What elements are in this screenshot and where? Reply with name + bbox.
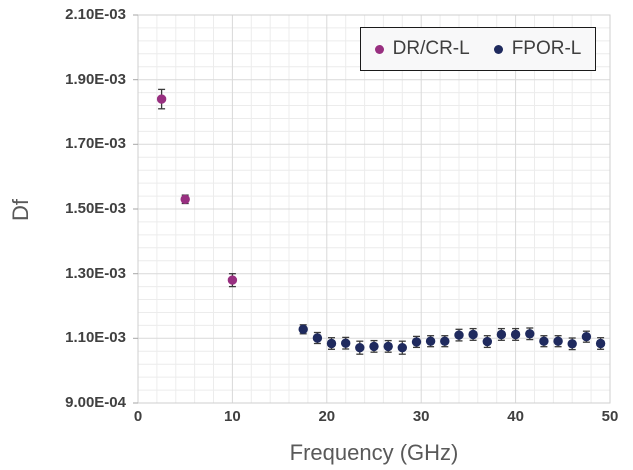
x-tick-label: 20 bbox=[318, 408, 336, 425]
legend-label-drcr-l: DR/CR-L bbox=[392, 38, 470, 59]
data-point bbox=[454, 330, 464, 340]
legend: DR/CR-L FPOR-L bbox=[360, 27, 596, 71]
y-tick-label: 1.50E-03 bbox=[65, 200, 126, 217]
data-point bbox=[383, 341, 393, 352]
x-tick-label: 50 bbox=[601, 408, 619, 425]
data-point bbox=[425, 336, 436, 346]
data-point bbox=[510, 329, 521, 340]
data-point bbox=[369, 341, 379, 352]
legend-swatch-drcr-l bbox=[374, 44, 384, 54]
legend-item-fpor-l: FPOR-L bbox=[493, 38, 582, 60]
y-tick-label: 9.00E-04 bbox=[65, 394, 126, 411]
legend-swatch-fpor-l bbox=[493, 44, 503, 54]
data-point bbox=[227, 275, 238, 285]
legend-label-fpor-l: FPOR-L bbox=[511, 38, 582, 59]
data-point bbox=[341, 338, 351, 348]
data-point bbox=[482, 336, 492, 347]
data-point bbox=[553, 336, 563, 346]
data-point bbox=[581, 332, 592, 342]
y-tick-label: 1.30E-03 bbox=[65, 264, 126, 282]
y-tick-label: 2.10E-03 bbox=[65, 6, 126, 23]
data-point bbox=[326, 338, 337, 349]
data-point bbox=[567, 339, 577, 349]
data-point bbox=[525, 329, 535, 339]
x-tick-label: 30 bbox=[412, 408, 430, 425]
x-tick-label: 40 bbox=[507, 408, 524, 425]
data-point bbox=[298, 324, 308, 334]
data-point bbox=[595, 338, 606, 349]
x-tick-label: 0 bbox=[133, 408, 143, 425]
data-point bbox=[539, 336, 549, 346]
x-axis-title: Frequency (GHz) bbox=[289, 440, 459, 465]
data-point bbox=[496, 329, 507, 340]
data-point bbox=[397, 343, 407, 353]
data-point bbox=[411, 337, 422, 347]
data-point bbox=[440, 336, 450, 346]
data-point bbox=[312, 333, 323, 343]
data-point bbox=[180, 194, 190, 204]
y-tick-label: 1.70E-03 bbox=[65, 135, 126, 153]
data-point bbox=[156, 94, 167, 104]
x-tick-label: 10 bbox=[224, 408, 241, 425]
y-tick-label: 1.10E-03 bbox=[65, 329, 126, 347]
legend-item-drcr-l: DR/CR-L bbox=[374, 38, 470, 60]
data-point bbox=[468, 329, 478, 340]
y-tick-label: 1.90E-03 bbox=[65, 70, 126, 88]
data-point bbox=[355, 343, 365, 353]
